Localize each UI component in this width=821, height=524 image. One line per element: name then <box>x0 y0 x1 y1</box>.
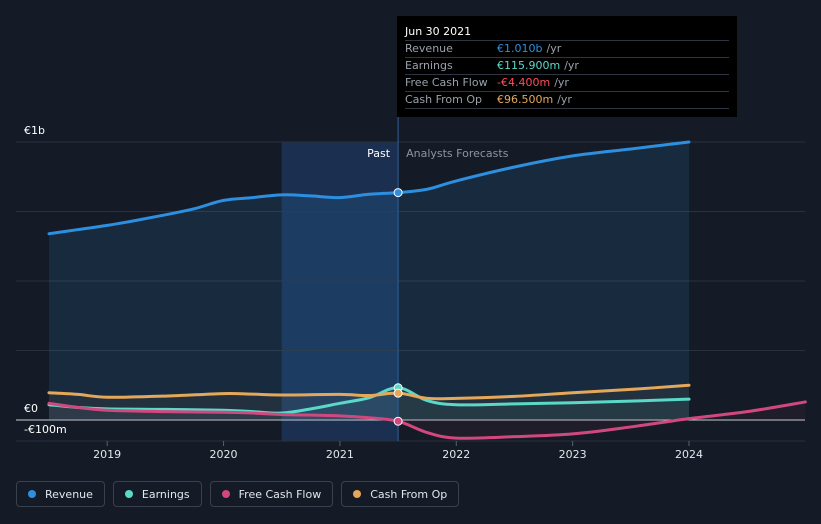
legend-label: Free Cash Flow <box>238 487 322 501</box>
x-tick-label: 2021 <box>326 448 354 461</box>
tooltip-label: Earnings <box>405 59 453 72</box>
area-free-cash-flow <box>49 401 806 439</box>
tooltip-row: Earnings €115.900m/yr <box>405 58 729 75</box>
tooltip-value: -€4.400m <box>497 76 551 89</box>
tooltip-value: €115.900m <box>497 59 561 72</box>
legend-label: Revenue <box>45 487 93 501</box>
tooltip-row: Cash From Op €96.500m/yr <box>405 92 729 109</box>
y-tick-label: -€100m <box>24 423 67 436</box>
hover-markers <box>393 188 403 426</box>
legend: Revenue Earnings Free Cash Flow Cash From O… <box>16 481 460 507</box>
line-earnings <box>47 386 691 415</box>
area-revenue <box>49 142 689 420</box>
chart-plot: €1b €0 -€100m 2019 2020 2021 2022 2023 2024 Pas… <box>16 117 807 461</box>
line-revenue <box>47 140 691 236</box>
tooltip-unit: /yr <box>557 93 572 106</box>
marker-cash-from-op <box>393 388 403 398</box>
x-tick-label: 2024 <box>675 448 703 461</box>
legend-dot-icon <box>124 490 133 498</box>
legend-dot-icon <box>28 490 36 498</box>
legend-label: Earnings <box>141 487 190 501</box>
x-tick-label: 2022 <box>442 448 470 461</box>
y-tick-label: €0 <box>24 402 38 415</box>
tooltip-label: Revenue <box>405 42 453 55</box>
tooltip-value: €96.500m <box>497 93 554 106</box>
tooltip-date: Jun 30 2021 <box>405 24 729 41</box>
tooltip-label: Cash From Op <box>405 93 483 106</box>
y-tick-label: €1b <box>24 124 45 137</box>
x-tick-label: 2019 <box>93 448 121 461</box>
legend-dot-icon <box>221 490 230 498</box>
tooltip-row: Revenue €1.010b/yr <box>405 41 729 58</box>
tooltip-unit: /yr <box>554 76 569 89</box>
past-label: Past <box>367 147 391 160</box>
legend-dot-icon <box>353 490 362 498</box>
legend-item-free-cash-flow[interactable]: Free Cash Flow <box>209 481 334 507</box>
tooltip-unit: /yr <box>546 42 562 55</box>
line-cash-from-op <box>47 383 691 401</box>
tooltip-value: €1.010b <box>497 42 543 55</box>
y-axis-labels: €1b €0 -€100m <box>24 124 67 436</box>
tooltip: Jun 30 2021 Revenue €1.010b/yr Earnings €11… <box>397 16 737 117</box>
x-tick-label: 2023 <box>559 448 587 461</box>
legend-item-cash-from-op[interactable]: Cash From Op <box>341 481 460 507</box>
gridlines <box>16 141 805 442</box>
line-free-cash-flow <box>47 400 807 440</box>
tooltip-label: Free Cash Flow <box>405 76 488 89</box>
series-areas <box>49 142 806 439</box>
past-region-shade <box>281 142 399 441</box>
legend-item-earnings[interactable]: Earnings <box>112 481 202 507</box>
x-tick-label: 2020 <box>210 448 238 461</box>
marker-free-cash-flow <box>393 416 403 426</box>
marker-revenue <box>393 188 403 198</box>
x-axis-labels: 2019 2020 2021 2022 2023 2024 <box>93 441 703 461</box>
tooltip-row: Free Cash Flow -€4.400m/yr <box>405 75 729 92</box>
series-lines <box>47 140 807 440</box>
forecast-label: Analysts Forecasts <box>406 147 509 160</box>
tooltip-rows: Revenue €1.010b/yr Earnings €115.900m/yr Fre… <box>405 41 729 109</box>
tooltip-unit: /yr <box>564 59 579 72</box>
legend-item-revenue[interactable]: Revenue <box>16 481 105 507</box>
legend-label: Cash From Op <box>370 487 448 501</box>
